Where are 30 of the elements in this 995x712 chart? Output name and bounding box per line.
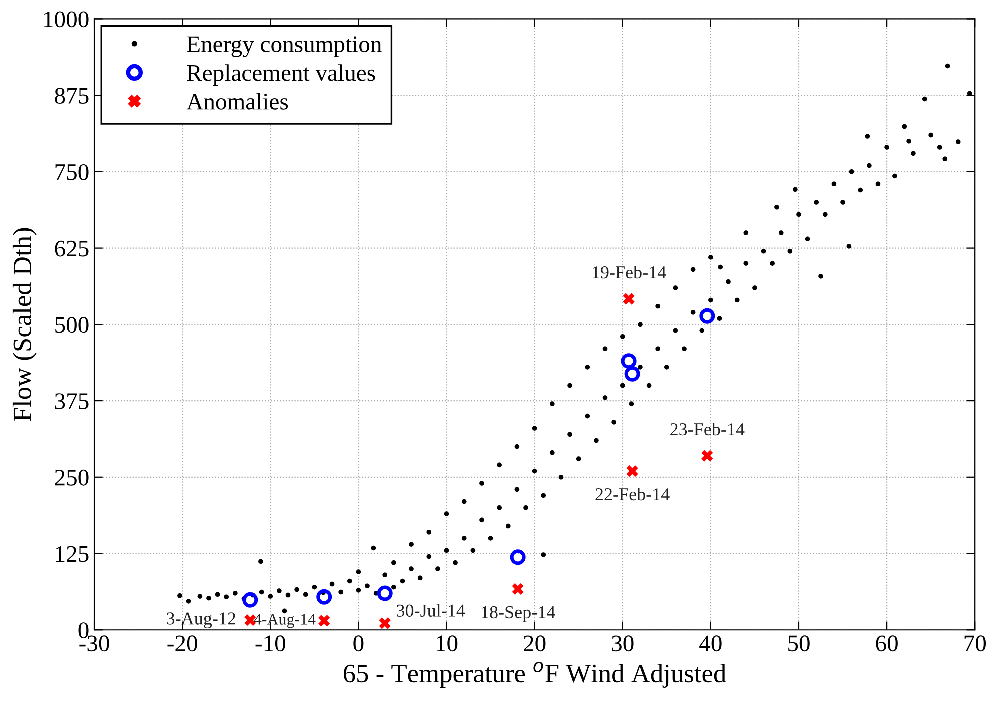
- legend-label: Anomalies: [186, 93, 288, 110]
- x-axis-title: 65 - Temperature $^{o}$F Wind Adjusted: [344, 662, 726, 688]
- x-tick-label: 30: [612, 636, 634, 652]
- annotation: 3-Aug-12: [167, 612, 236, 629]
- annotation: 4-Aug-14: [254, 614, 316, 628]
- x-tick-label: 20: [524, 636, 546, 652]
- x-tick-label: 50: [788, 636, 810, 652]
- y-tick-label: 500: [56, 317, 89, 334]
- x-tick-label: 10: [437, 636, 458, 652]
- y-tick-label: 1000: [44, 12, 89, 28]
- x-tick-label: 60: [876, 636, 898, 652]
- y-tick-label: 625: [55, 240, 89, 257]
- y-axis-title: Flow (Scaled Dth): [12, 228, 37, 422]
- annotation: 30-Jul-14: [397, 604, 466, 617]
- annotation: 23-Feb-14: [670, 422, 745, 436]
- y-tick-label: 750: [56, 164, 89, 180]
- legend-label: Replacement values: [187, 64, 376, 86]
- x-tick-label: -10: [256, 636, 286, 652]
- y-tick-label: 250: [55, 470, 89, 486]
- x-tick-label: -20: [168, 636, 198, 652]
- legend-label: Energy consumption: [187, 36, 382, 58]
- x-tick-label: 40: [700, 636, 722, 652]
- annotation: 22-Feb-14: [596, 488, 670, 501]
- y-tick-label: 375: [55, 394, 89, 410]
- annotation: 19-Feb-14: [593, 266, 666, 279]
- y-tick-label: 875: [55, 88, 89, 104]
- annotation: 18-Sep-14: [482, 606, 556, 622]
- y-tick-label: 125: [56, 546, 89, 562]
- x-tick-label: 0: [354, 636, 364, 652]
- x-tick-label: 70: [964, 636, 986, 652]
